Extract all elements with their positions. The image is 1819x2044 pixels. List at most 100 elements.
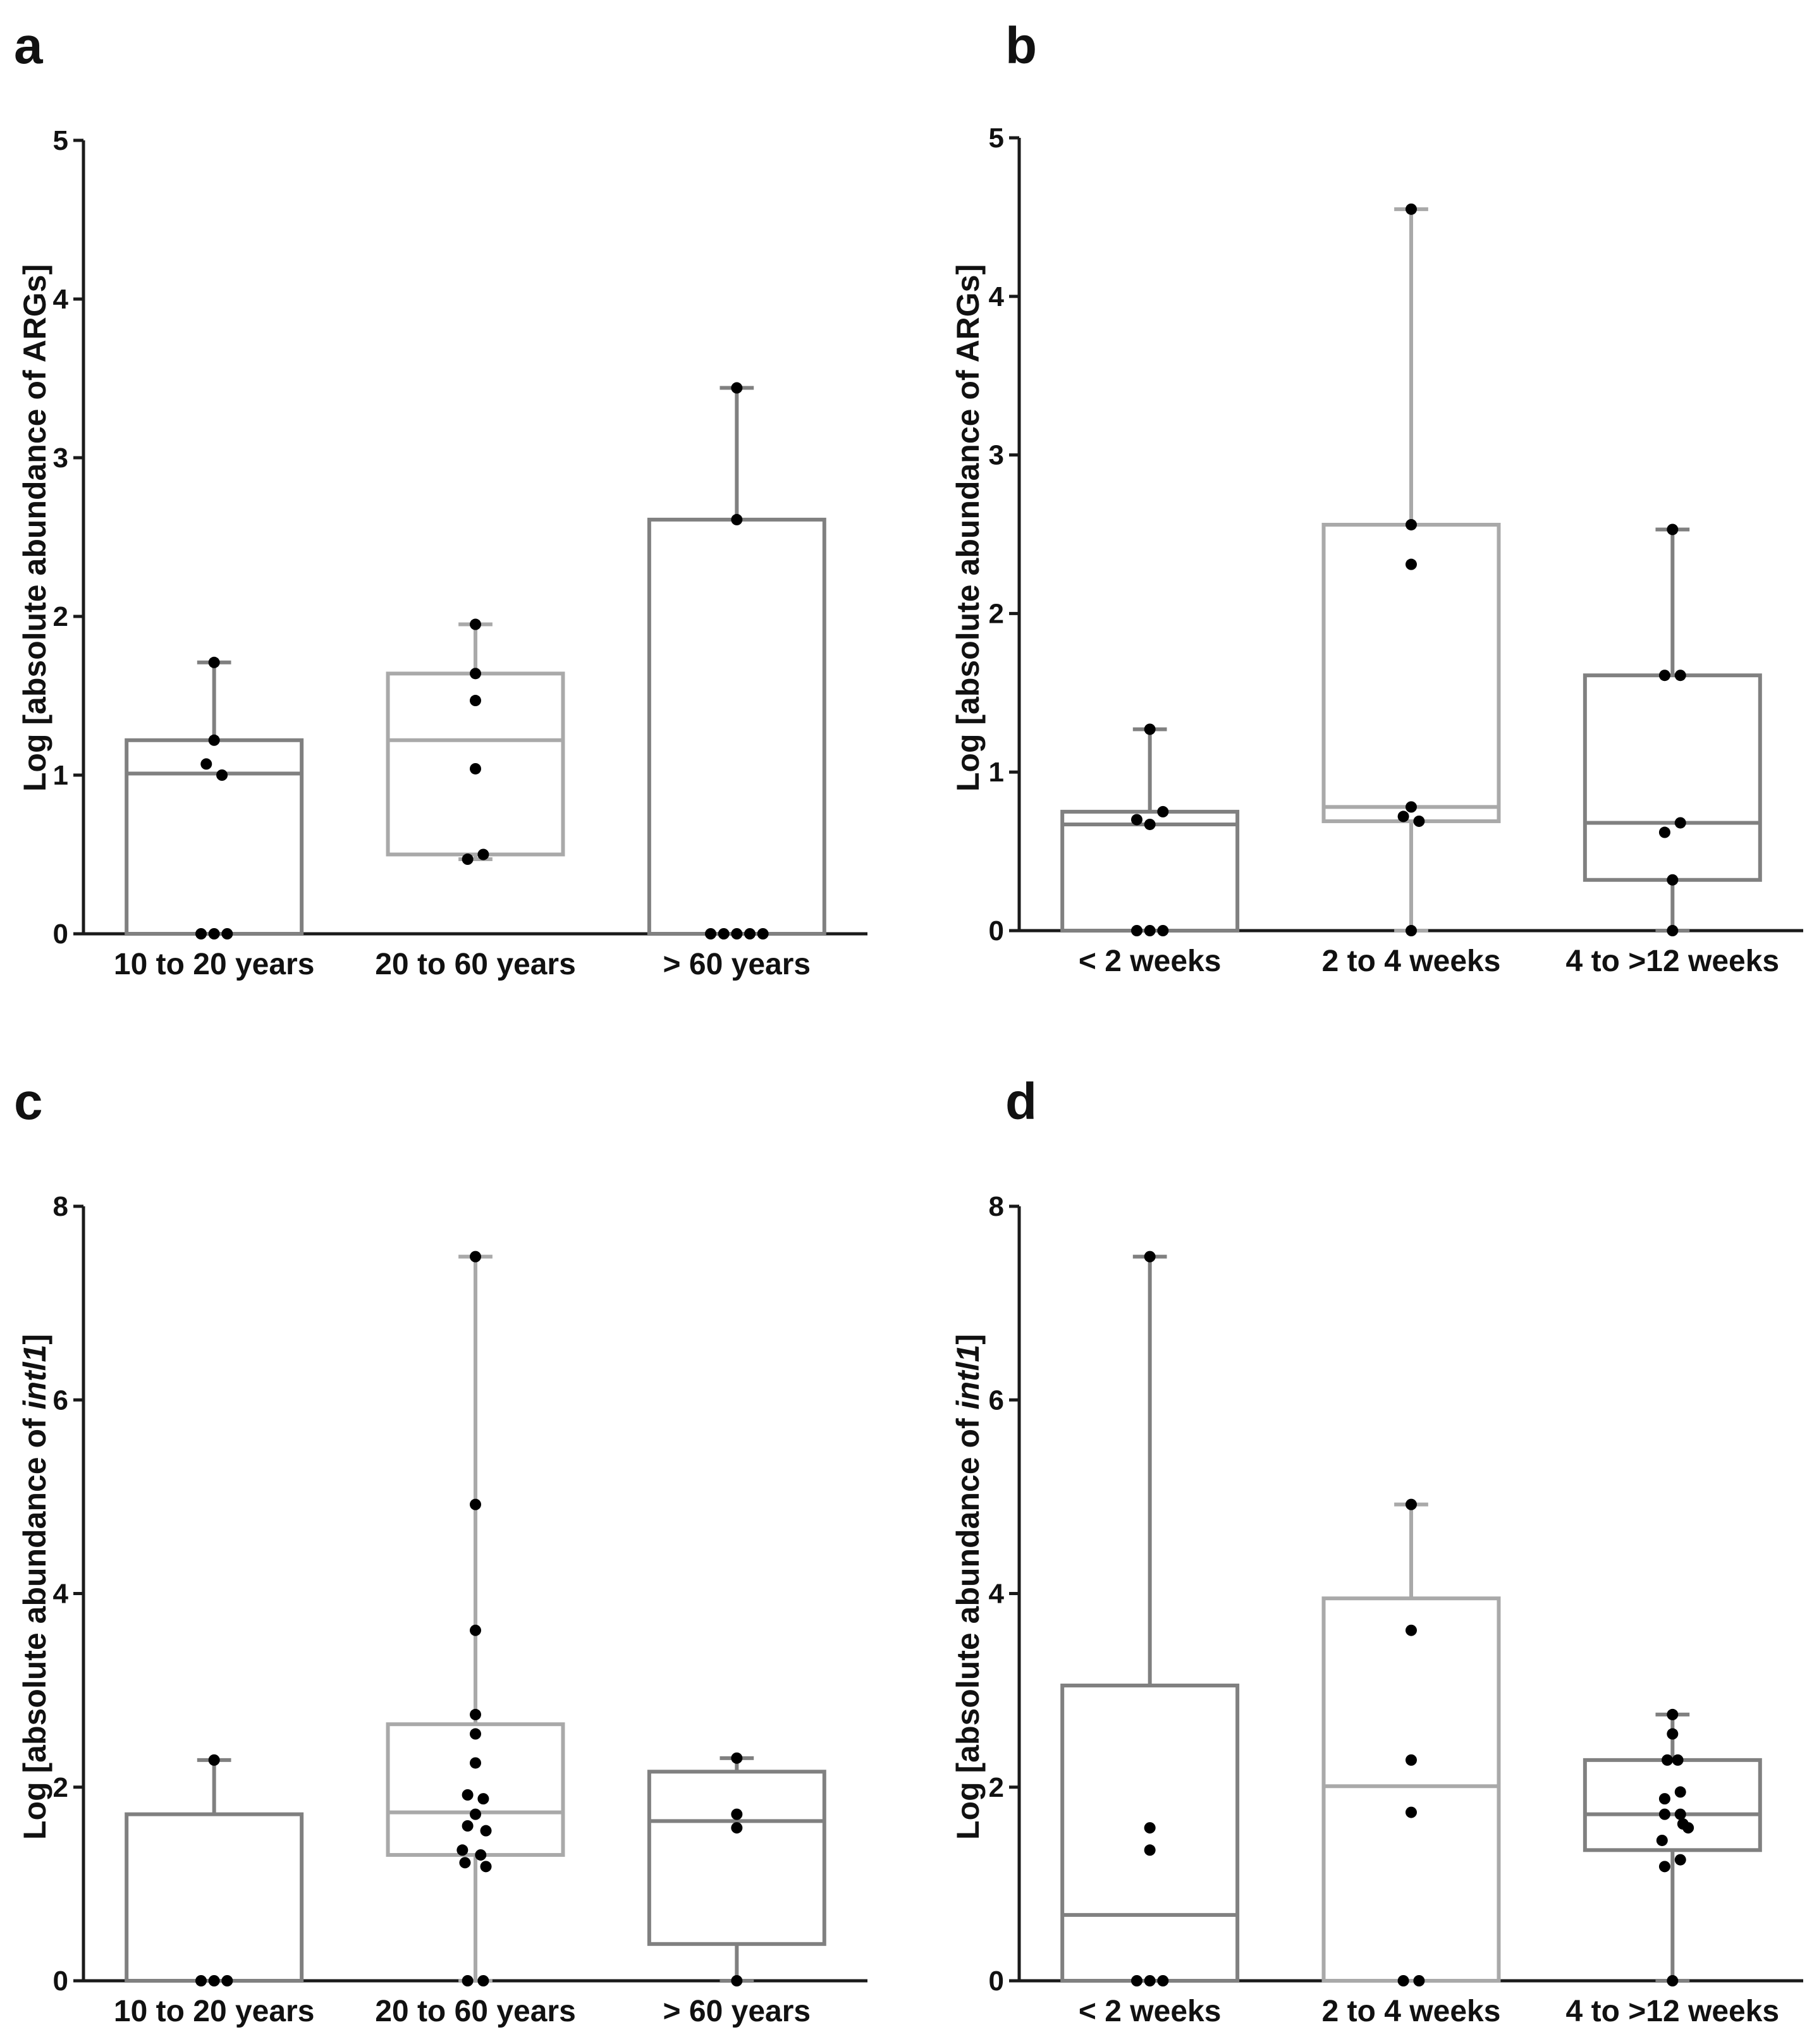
data-point <box>731 382 743 394</box>
box-group <box>386 1251 565 1986</box>
y-tick-label: 0 <box>989 915 1004 946</box>
y-tick-label: 2 <box>989 598 1004 629</box>
data-point <box>1406 558 1417 570</box>
y-tick-label: 3 <box>989 440 1004 471</box>
data-point <box>470 695 481 707</box>
data-point <box>477 1793 489 1805</box>
data-point <box>208 656 220 668</box>
y-tick-label: 2 <box>989 1772 1004 1803</box>
data-point <box>1406 1754 1417 1766</box>
box-group <box>125 1754 304 1986</box>
y-tick-label: 2 <box>53 1772 68 1803</box>
panel-d-y-label-suffix: ] <box>950 1334 986 1345</box>
data-point <box>744 928 756 939</box>
data-point <box>1674 1808 1686 1820</box>
data-point <box>1144 1822 1156 1834</box>
data-point <box>1672 1754 1684 1766</box>
panel-b-y-axis-label: Log [absolute abundance of ARGs] <box>950 264 986 792</box>
y-tick-label: 0 <box>53 1966 68 1997</box>
data-point <box>208 928 220 939</box>
data-point <box>216 769 228 781</box>
data-point <box>1144 1975 1156 1986</box>
panel-letter-a: a <box>14 17 44 75</box>
data-point <box>1406 518 1417 530</box>
data-point <box>757 928 769 939</box>
data-point <box>208 1754 220 1766</box>
data-point <box>459 1857 471 1869</box>
data-point <box>1406 203 1417 215</box>
panel-a-axes: 0 1 2 3 4 5 10 to 20 years 20 to 60 years > 60 y… <box>53 125 867 981</box>
y-tick-label: 5 <box>53 125 68 156</box>
panel-c-plot <box>125 1251 826 1986</box>
data-point <box>1406 1806 1417 1818</box>
data-point <box>195 928 207 939</box>
data-point <box>1144 1844 1156 1856</box>
data-point <box>470 1708 481 1720</box>
data-point <box>705 928 716 939</box>
panel-c-y-axis-label: Log [absolute abundance of intl1] <box>17 1334 52 1840</box>
data-point <box>1144 723 1156 735</box>
x-tick-label: 20 to 60 years <box>375 1995 576 2028</box>
x-tick-label: 20 to 60 years <box>375 948 576 981</box>
data-point <box>1406 1624 1417 1636</box>
data-point <box>1667 874 1679 886</box>
panel-a: a 0 1 2 3 4 5 10 to 20 years 20 to 60 years > 60… <box>14 17 867 981</box>
data-point <box>470 1624 481 1636</box>
data-point <box>477 1975 489 1986</box>
x-tick-label: 10 to 20 years <box>114 1995 315 2028</box>
data-point <box>470 1251 481 1263</box>
data-point <box>470 668 481 680</box>
y-tick-label: 0 <box>989 1966 1004 1997</box>
box-iqr <box>647 1770 826 1946</box>
data-point <box>1413 815 1425 827</box>
data-point <box>462 854 474 866</box>
y-tick-label: 8 <box>989 1191 1004 1222</box>
data-point <box>1406 925 1417 936</box>
panel-d-y-label-prefix: Log [absolute abundance of <box>950 1409 986 1840</box>
panel-b-plot <box>1060 203 1762 936</box>
data-point <box>462 1975 474 1986</box>
data-point <box>480 1861 492 1873</box>
panel-a-plot <box>125 382 826 939</box>
x-tick-label: 10 to 20 years <box>114 948 315 981</box>
data-point <box>462 1789 474 1801</box>
y-tick-label: 0 <box>53 919 68 950</box>
box-group <box>1060 1251 1240 1986</box>
data-point <box>1662 1754 1674 1766</box>
data-point <box>731 1808 743 1820</box>
data-point <box>1406 1498 1417 1510</box>
panel-letter-c: c <box>14 1073 43 1130</box>
panel-d-y-label-gene: intl1 <box>950 1345 986 1410</box>
box-group <box>1583 1708 1762 1986</box>
data-point <box>470 1757 481 1769</box>
data-point <box>475 1849 487 1861</box>
data-point <box>1667 1708 1679 1720</box>
y-tick-label: 3 <box>53 443 68 474</box>
data-point <box>477 848 489 860</box>
data-point <box>1131 814 1142 826</box>
y-tick-label: 1 <box>53 760 68 791</box>
data-point <box>1144 818 1156 830</box>
panel-c-y-label-gene: intl1 <box>17 1345 52 1410</box>
data-point <box>1667 1728 1679 1740</box>
data-point <box>1131 925 1142 936</box>
x-tick-label: 2 to 4 weeks <box>1322 945 1501 978</box>
panel-a-y-axis-label: Log [absolute abundance of ARGs] <box>17 264 52 792</box>
y-tick-label: 2 <box>53 601 68 632</box>
data-point <box>470 762 481 774</box>
data-point <box>1144 1251 1156 1263</box>
data-point <box>1406 801 1417 813</box>
data-point <box>1658 1861 1670 1873</box>
data-point <box>1656 1834 1668 1846</box>
y-tick-label: 8 <box>53 1191 68 1222</box>
data-point <box>221 1975 233 1986</box>
box-group <box>1583 523 1762 936</box>
y-tick-label: 6 <box>989 1385 1004 1416</box>
x-tick-label: > 60 years <box>663 948 811 981</box>
data-point <box>1413 1975 1425 1986</box>
data-point <box>456 1844 469 1856</box>
data-point <box>718 928 730 939</box>
y-tick-label: 5 <box>989 123 1004 154</box>
data-point <box>470 1808 481 1820</box>
data-point <box>470 1728 481 1740</box>
